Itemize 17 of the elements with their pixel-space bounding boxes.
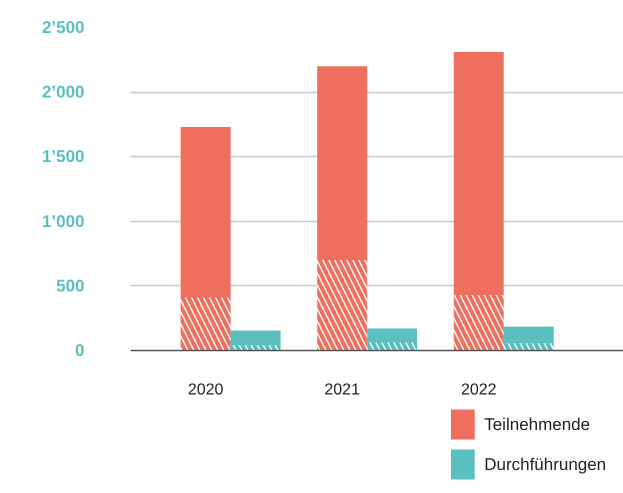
legend-label: Durchführungen: [484, 455, 606, 474]
y-tick-label: 500: [56, 276, 85, 296]
x-tick-label: 2021: [324, 382, 360, 398]
y-tick-label: 1’000: [42, 212, 85, 231]
y-tick-label: 1’500: [42, 147, 85, 166]
x-tick-label: 2020: [188, 382, 224, 398]
bar: [180, 126, 231, 298]
bar: [317, 66, 368, 260]
bar: [504, 326, 554, 344]
y-tick-label: 2’000: [42, 82, 85, 102]
bar: [367, 328, 418, 342]
x-tick-label: 2022: [460, 382, 497, 398]
bar: [454, 52, 504, 295]
y-tick-label: 0: [75, 341, 85, 360]
bar: [230, 330, 281, 346]
y-tick-label: 2’500: [42, 18, 85, 37]
legend-label: Teilnehmende: [484, 415, 590, 434]
